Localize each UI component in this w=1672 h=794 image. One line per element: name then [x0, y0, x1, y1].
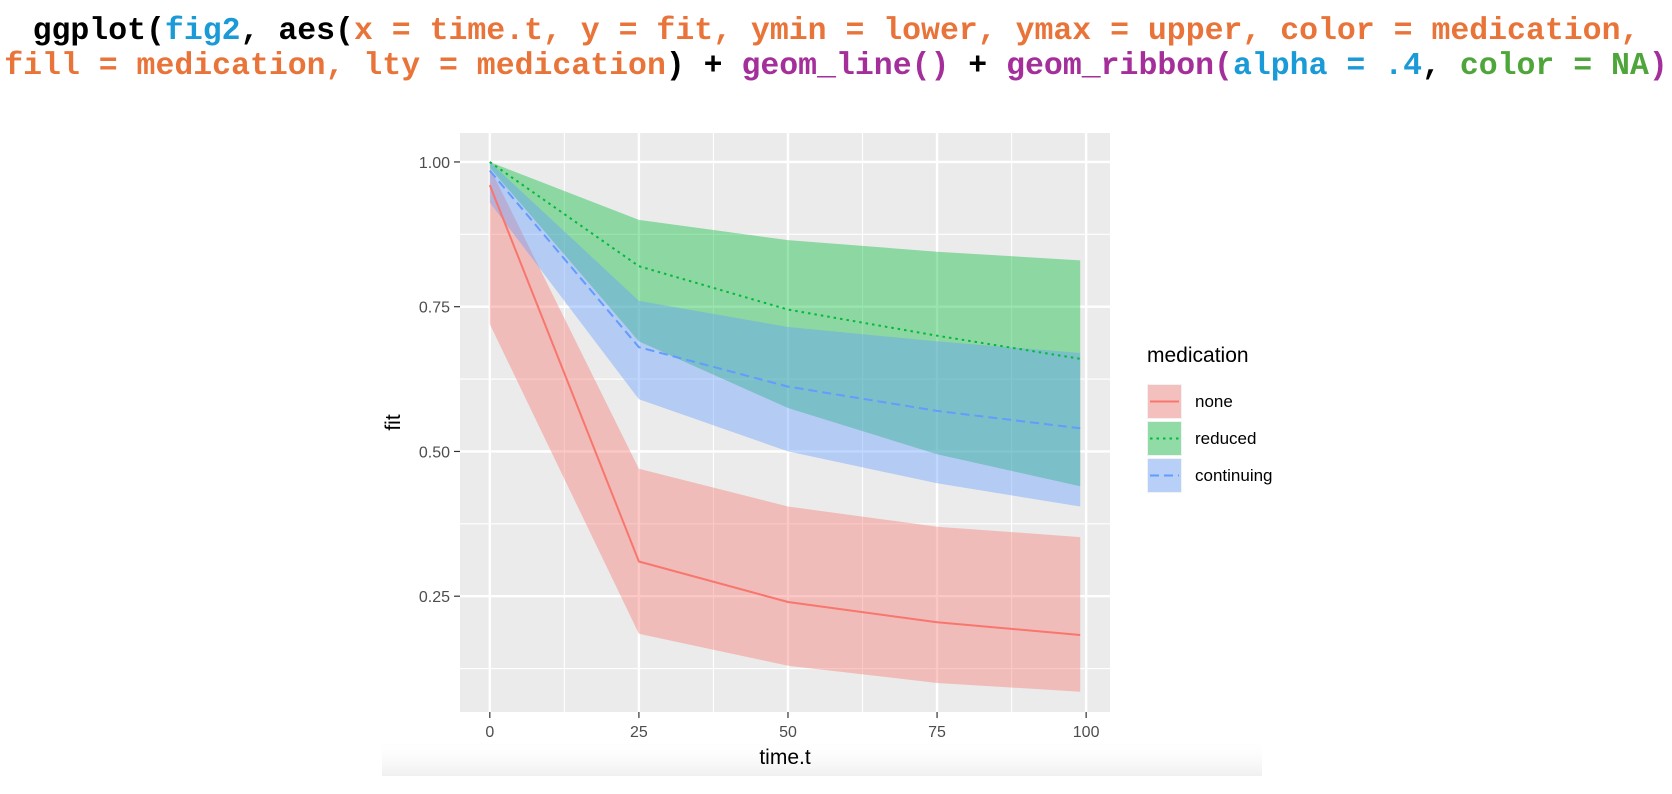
legend: medication none reduced continuing [1147, 344, 1273, 493]
code-token: , [1422, 49, 1460, 84]
major-gridlines [460, 133, 1110, 712]
confidence-ribbons [489, 162, 1081, 692]
line-continuing [489, 169, 1081, 430]
code-token: geom_line() [741, 49, 950, 84]
x-axis: 0 25 50 75 100 [485, 712, 1100, 741]
code-token: color = NA [1459, 49, 1649, 84]
plot-panel [460, 133, 1110, 712]
code-token: x = time.t, y = fit, ymin = lower, ymax … [353, 14, 1640, 49]
code-token: ) [1648, 49, 1668, 84]
x-tick-label: 75 [928, 724, 946, 741]
ribbon-reduced [489, 162, 1081, 487]
x-tick-label: 0 [485, 724, 494, 741]
ggplot-code-caption: ggplot(fig2, aes(x = time.t, y = fit, ym… [0, 14, 1672, 84]
x-tick-label: 25 [630, 724, 648, 741]
fit-lines [488, 161, 1081, 636]
line-none [488, 184, 1081, 636]
code-token: ggplot( [32, 14, 165, 49]
ribbon-none [489, 167, 1081, 692]
code-token: alpha = .4 [1232, 49, 1422, 84]
y-tick-label: 0.75 [419, 300, 450, 317]
image-bottom-shade [382, 738, 1262, 776]
ribbon-continuing [489, 162, 1081, 507]
code-token: ) + [665, 49, 742, 84]
code-line-2: fill = medication, lty = medication) + g… [0, 49, 1672, 84]
y-tick-label: 1.00 [419, 155, 450, 172]
legend-label-reduced: reduced [1195, 429, 1256, 448]
y-axis-title: fit [382, 414, 405, 431]
code-token: , aes( [240, 14, 354, 49]
code-token: fill = medication, lty = medication [4, 49, 666, 84]
code-token: + [949, 49, 1007, 84]
y-axis: 0.25 0.50 0.75 1.00 [419, 155, 460, 606]
code-line-1: ggplot(fig2, aes(x = time.t, y = fit, ym… [0, 14, 1672, 49]
legend-label-continuing: continuing [1195, 466, 1273, 485]
x-tick-label: 50 [779, 724, 797, 741]
legend-title: medication [1147, 344, 1249, 367]
x-axis-title: time.t [759, 746, 811, 769]
code-token: fig2 [164, 14, 241, 49]
minor-gridlines [460, 133, 1110, 712]
y-tick-label: 0.25 [419, 589, 450, 606]
y-tick-label: 0.50 [419, 444, 450, 461]
legend-label-none: none [1195, 392, 1233, 411]
x-tick-label: 100 [1073, 724, 1100, 741]
code-token: geom_ribbon( [1006, 49, 1233, 84]
